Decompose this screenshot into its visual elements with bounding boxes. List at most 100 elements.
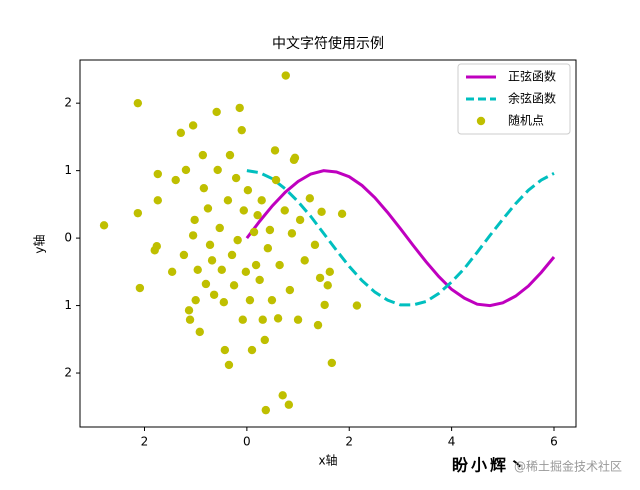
scatter-point: [227, 250, 237, 260]
scatter-point: [209, 290, 219, 299]
scatter-point: [305, 194, 315, 203]
y-tick-label: 2: [64, 366, 72, 380]
scatter-point: [135, 283, 145, 293]
scatter-point: [199, 183, 209, 193]
x-tick-label: 4: [448, 435, 456, 449]
scatter-point: [220, 345, 230, 355]
scatter-point: [184, 306, 194, 315]
scatter-point: [253, 210, 262, 220]
watermark: @稀土掘金技术社区: [514, 459, 622, 474]
scatter-point: [219, 297, 229, 307]
scatter-point: [290, 153, 300, 163]
scatter-point: [152, 241, 161, 251]
scatter-point: [185, 315, 195, 324]
scatter-point: [229, 281, 239, 290]
scatter-point: [263, 244, 273, 253]
scatter-point: [265, 225, 275, 235]
scatter-point: [315, 273, 325, 283]
legend-box: [457, 63, 571, 135]
scatter-point: [188, 231, 198, 240]
scatter-point: [203, 204, 213, 213]
scatter-point: [267, 295, 277, 305]
x-axis-label: x轴: [318, 453, 337, 468]
scatter-point: [325, 267, 334, 277]
scatter-point: [255, 275, 264, 285]
scatter-point: [225, 150, 235, 160]
legend-label: 随机点: [508, 113, 544, 128]
scatter-point: [284, 400, 294, 409]
y-tick-label: 1: [64, 298, 72, 312]
scatter-point: [233, 235, 242, 245]
x-tick-label: 2: [345, 435, 353, 449]
scatter-point: [167, 267, 177, 277]
scatter-point: [179, 250, 189, 260]
scatter-point: [133, 208, 143, 218]
scatter-point: [224, 360, 234, 370]
scatter-point: [195, 327, 204, 337]
scatter-point: [193, 265, 202, 275]
scatter-point: [181, 165, 191, 175]
scatter-point: [237, 125, 246, 135]
scatter-point: [337, 209, 347, 219]
scatter-point: [251, 260, 261, 270]
legend-label: 正弦函数: [508, 69, 556, 84]
plot-frame: [79, 59, 577, 428]
scatter-point: [317, 207, 326, 216]
watermark: 盼小辉丶: [452, 456, 528, 475]
scatter-point: [99, 221, 109, 230]
x-tick-label: 2: [141, 435, 149, 449]
y-tick-label: 2: [64, 96, 72, 110]
scatter-point: [320, 300, 329, 310]
scatter-point: [231, 173, 241, 183]
scatter-point: [171, 175, 180, 185]
scatter-point: [287, 229, 297, 238]
scatter-point: [281, 71, 290, 80]
scatter-point: [212, 107, 221, 117]
scatter-point: [285, 285, 295, 295]
chart-title: 中文字符使用示例: [272, 35, 384, 52]
scatter-point: [280, 206, 289, 215]
scatter-point: [323, 281, 332, 290]
scatter-point: [153, 169, 163, 179]
scatter-point: [258, 315, 267, 324]
scatter-point: [300, 256, 309, 265]
scatter-point: [201, 279, 211, 289]
scatter-point: [310, 240, 320, 250]
scatter-point: [271, 175, 281, 185]
scatter-point: [270, 146, 280, 155]
line: [245, 169, 556, 308]
scatter-point: [261, 405, 271, 415]
scatter-point: [153, 196, 163, 205]
scatter-point: [247, 345, 257, 355]
scatter-point: [207, 256, 217, 265]
scatter-point: [278, 391, 287, 400]
scatter-point: [213, 165, 222, 175]
scatter-point: [205, 240, 215, 250]
scatter-point: [217, 265, 226, 275]
scatter-point: [243, 186, 253, 195]
scatter-point: [239, 206, 248, 215]
scatter-point: [273, 314, 283, 323]
legend-label: 余弦函数: [508, 91, 556, 106]
scatter-point: [223, 196, 233, 205]
scatter-point: [215, 223, 224, 233]
scatter-point: [241, 267, 251, 277]
scatter-point: [249, 227, 259, 237]
legend-marker: [476, 116, 486, 126]
scatter-point: [238, 315, 247, 324]
y-axis-label: y轴: [32, 234, 47, 253]
scatter-point: [327, 358, 337, 368]
scatter-point: [352, 301, 362, 310]
scatter-point: [133, 98, 143, 108]
scatter-point: [293, 315, 303, 324]
scatter-point: [245, 295, 255, 305]
scatter-point: [235, 103, 244, 113]
scatter-point: [190, 215, 199, 225]
y-tick-label: 0: [64, 231, 72, 245]
scatter-point: [191, 295, 200, 305]
scatter-point: [198, 150, 208, 160]
scatter-point: [260, 335, 269, 345]
scatter-point: [257, 196, 266, 205]
scatter-point: [275, 260, 284, 270]
